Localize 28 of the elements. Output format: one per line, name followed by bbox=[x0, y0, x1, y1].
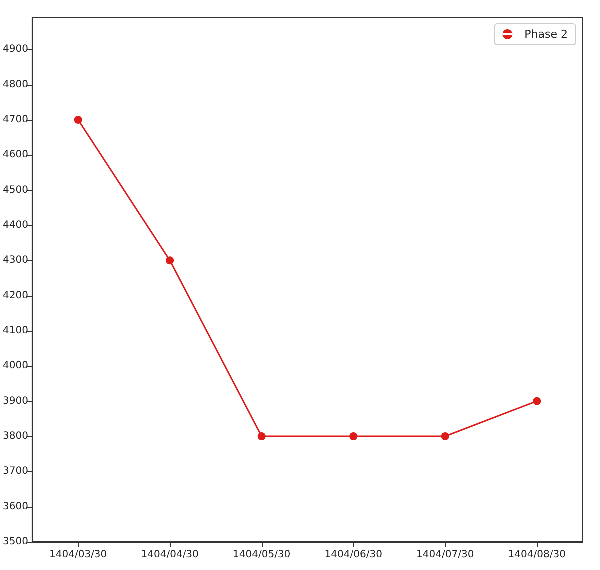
x-tick-label: 1404/06/30 bbox=[324, 550, 382, 560]
x-tick-label: 1404/08/30 bbox=[508, 550, 566, 560]
x-tick-label: 1404/07/30 bbox=[416, 550, 474, 560]
x-tick-label: 1404/04/30 bbox=[141, 550, 199, 560]
y-tick-label: 4300 bbox=[2, 255, 28, 266]
y-tick-label: 4700 bbox=[2, 114, 28, 126]
y-tick-label: 4600 bbox=[2, 150, 28, 161]
y-tick-label: 3900 bbox=[2, 396, 28, 407]
y-tick-label: 4500 bbox=[2, 184, 28, 196]
y-tick-label: 3700 bbox=[2, 466, 28, 478]
y-tick-label: 3500 bbox=[2, 536, 28, 548]
point bbox=[74, 116, 82, 124]
y-tick-label: 4200 bbox=[2, 290, 28, 302]
y-tick-label: 4400 bbox=[2, 220, 28, 231]
y-tick-label: 3800 bbox=[2, 430, 28, 442]
y-tick-label: 4000 bbox=[2, 360, 28, 372]
y-tick-label: 4800 bbox=[2, 79, 28, 90]
legend-label: Phase 2 bbox=[524, 28, 568, 41]
point bbox=[441, 432, 450, 440]
y-tick-label: 4100 bbox=[2, 325, 28, 336]
y-tick-label: 3600 bbox=[2, 501, 28, 512]
point bbox=[350, 432, 358, 440]
x-tick-label: 1404/03/30 bbox=[50, 550, 108, 560]
point bbox=[533, 397, 542, 406]
x-tick-label: 1404/05/30 bbox=[233, 550, 291, 560]
point bbox=[166, 256, 174, 265]
point bbox=[258, 432, 266, 440]
y-tick-label: 4900 bbox=[2, 44, 28, 56]
